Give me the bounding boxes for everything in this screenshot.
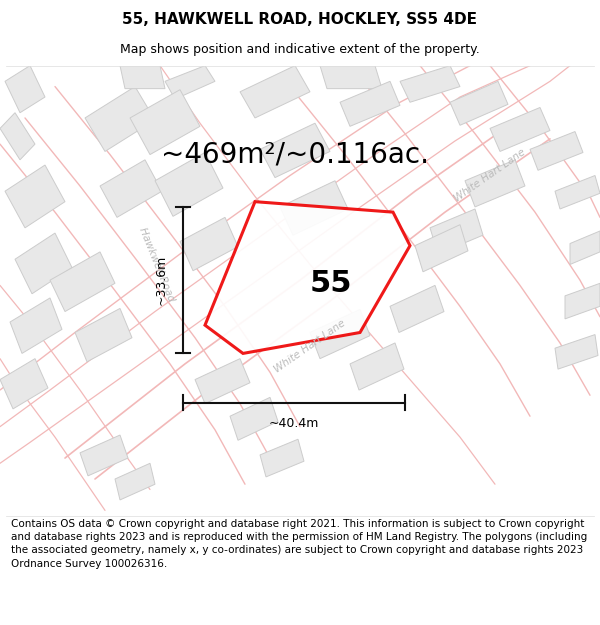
Polygon shape (5, 66, 45, 112)
Text: Map shows position and indicative extent of the property.: Map shows position and indicative extent… (120, 42, 480, 56)
Polygon shape (465, 160, 525, 207)
Text: ~33.6m: ~33.6m (155, 255, 167, 305)
Polygon shape (260, 123, 330, 177)
Polygon shape (490, 107, 550, 151)
Text: 55, HAWKWELL ROAD, HOCKLEY, SS5 4DE: 55, HAWKWELL ROAD, HOCKLEY, SS5 4DE (122, 12, 478, 27)
Polygon shape (350, 343, 404, 390)
Polygon shape (0, 112, 35, 160)
Polygon shape (430, 209, 483, 254)
Polygon shape (205, 202, 410, 353)
Polygon shape (530, 131, 583, 170)
Polygon shape (165, 66, 215, 99)
Polygon shape (260, 439, 304, 477)
Polygon shape (390, 286, 444, 332)
Polygon shape (280, 181, 348, 235)
Polygon shape (10, 298, 62, 353)
Polygon shape (450, 81, 508, 125)
Polygon shape (195, 359, 250, 404)
Polygon shape (565, 283, 600, 319)
Polygon shape (155, 152, 223, 216)
Polygon shape (100, 160, 162, 217)
Polygon shape (50, 252, 115, 311)
Polygon shape (320, 66, 382, 89)
Text: ~40.4m: ~40.4m (269, 417, 319, 430)
Polygon shape (115, 463, 155, 500)
Polygon shape (80, 435, 128, 476)
Polygon shape (120, 66, 165, 89)
Polygon shape (180, 217, 238, 271)
Polygon shape (555, 176, 600, 209)
Polygon shape (570, 231, 600, 264)
Text: ~469m²/~0.116ac.: ~469m²/~0.116ac. (161, 141, 429, 169)
Polygon shape (310, 309, 370, 359)
Text: White Hart Lane: White Hart Lane (272, 318, 347, 374)
Polygon shape (555, 334, 598, 369)
Polygon shape (400, 66, 460, 102)
Text: 55: 55 (310, 269, 352, 298)
Polygon shape (0, 359, 48, 409)
Polygon shape (5, 165, 65, 228)
Polygon shape (15, 233, 72, 294)
Text: Hawkwell Road: Hawkwell Road (137, 226, 176, 303)
Polygon shape (85, 86, 155, 151)
Polygon shape (340, 81, 400, 126)
Text: White Hart Lane: White Hart Lane (452, 148, 527, 204)
Polygon shape (230, 398, 278, 440)
Polygon shape (415, 225, 468, 272)
Polygon shape (240, 66, 310, 118)
Text: Contains OS data © Crown copyright and database right 2021. This information is : Contains OS data © Crown copyright and d… (11, 519, 587, 569)
Polygon shape (75, 308, 132, 362)
Polygon shape (130, 90, 200, 154)
